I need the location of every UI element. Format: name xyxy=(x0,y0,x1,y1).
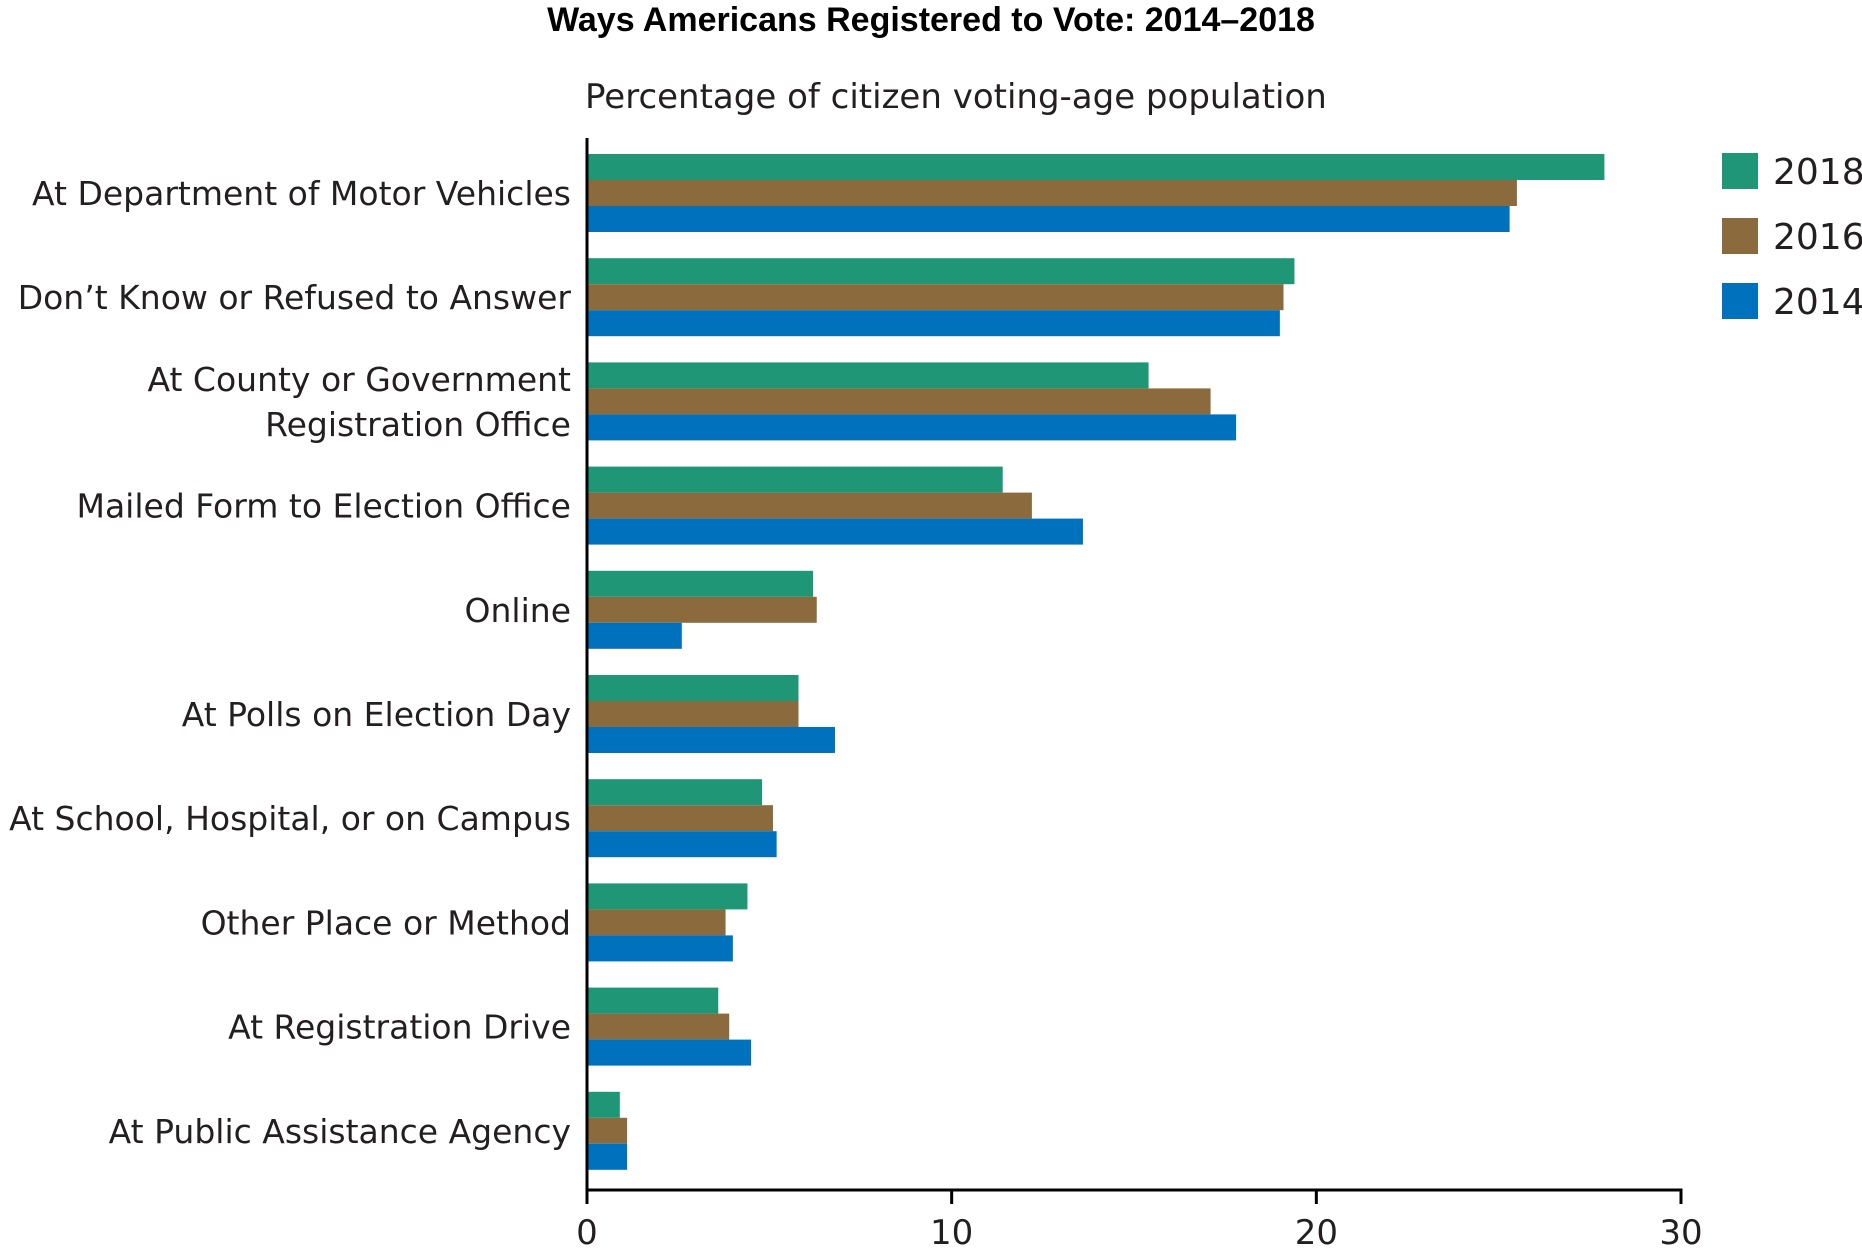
bar-2016-3 xyxy=(587,492,1032,519)
bar-2016-1 xyxy=(587,284,1284,311)
bar-2014-5 xyxy=(587,727,835,753)
bar-2016-6 xyxy=(587,805,773,832)
category-label-0: At Department of Motor Vehicles xyxy=(32,174,571,213)
x-tick-label-0: 0 xyxy=(576,1213,598,1251)
category-label-1: Don’t Know or Refused to Answer xyxy=(18,278,572,317)
category-label-4: Online xyxy=(465,591,571,630)
bar-2018-0 xyxy=(587,154,1605,180)
bar-2018-9 xyxy=(587,1091,620,1118)
bar-2018-6 xyxy=(587,779,763,806)
legend-swatch-2014 xyxy=(1722,283,1758,319)
category-label-9: At Public Assistance Agency xyxy=(109,1112,571,1151)
axes: 0 10 20 30 xyxy=(576,138,1703,1251)
bar-2014-6 xyxy=(587,831,777,858)
bar-2016-2 xyxy=(587,388,1211,415)
bar-2014-8 xyxy=(587,1039,752,1066)
legend-label-2016: 2016 xyxy=(1773,217,1862,258)
category-label-7: Other Place or Method xyxy=(201,903,571,942)
bar-2014-7 xyxy=(587,935,733,962)
category-labels: At Department of Motor Vehicles Don’t Kno… xyxy=(9,174,571,1151)
x-tick-label-3: 30 xyxy=(1659,1213,1702,1251)
category-label-8: At Registration Drive xyxy=(228,1008,571,1047)
chart-title: Ways Americans Registered to Vote: 2014–… xyxy=(547,1,1315,39)
bar-2018-3 xyxy=(587,466,1003,493)
x-tick-label-2: 20 xyxy=(1295,1213,1338,1251)
legend-swatch-2018 xyxy=(1722,153,1758,189)
legend-swatch-2016 xyxy=(1722,218,1758,254)
category-label-6: At School, Hospital, or on Campus xyxy=(9,799,571,838)
legend-label-2014: 2014 xyxy=(1773,282,1862,323)
legend-label-2018: 2018 xyxy=(1773,152,1862,193)
bar-2016-0 xyxy=(587,180,1517,206)
bar-2018-5 xyxy=(587,675,799,701)
bar-2018-7 xyxy=(587,883,748,910)
category-label-2-1: Registration Office xyxy=(265,405,571,444)
category-label-3: Mailed Form to Election Office xyxy=(76,487,571,526)
bar-2018-1 xyxy=(587,258,1295,285)
category-label-2-0: At County or Government xyxy=(148,360,572,399)
bar-2014-0 xyxy=(587,206,1510,232)
bar-2016-8 xyxy=(587,1013,730,1040)
bar-2018-4 xyxy=(587,570,814,597)
bar-2018-2 xyxy=(587,362,1149,389)
bar-2014-3 xyxy=(587,518,1083,545)
bars-group xyxy=(587,154,1605,1170)
bar-2016-5 xyxy=(587,701,799,727)
x-tick-label-1: 10 xyxy=(930,1213,973,1251)
category-label-5: At Polls on Election Day xyxy=(182,695,571,734)
bar-2016-7 xyxy=(587,909,726,936)
chart-subtitle: Percentage of citizen voting-age populat… xyxy=(585,77,1327,117)
bar-2014-2 xyxy=(587,414,1237,441)
bar-2014-1 xyxy=(587,310,1280,337)
bar-2016-9 xyxy=(587,1117,628,1144)
bar-2014-4 xyxy=(587,622,682,649)
bar-2014-9 xyxy=(587,1143,628,1170)
bar-2016-4 xyxy=(587,596,817,623)
bar-2018-8 xyxy=(587,987,719,1014)
legend: 2018 2016 2014 xyxy=(1722,152,1862,323)
